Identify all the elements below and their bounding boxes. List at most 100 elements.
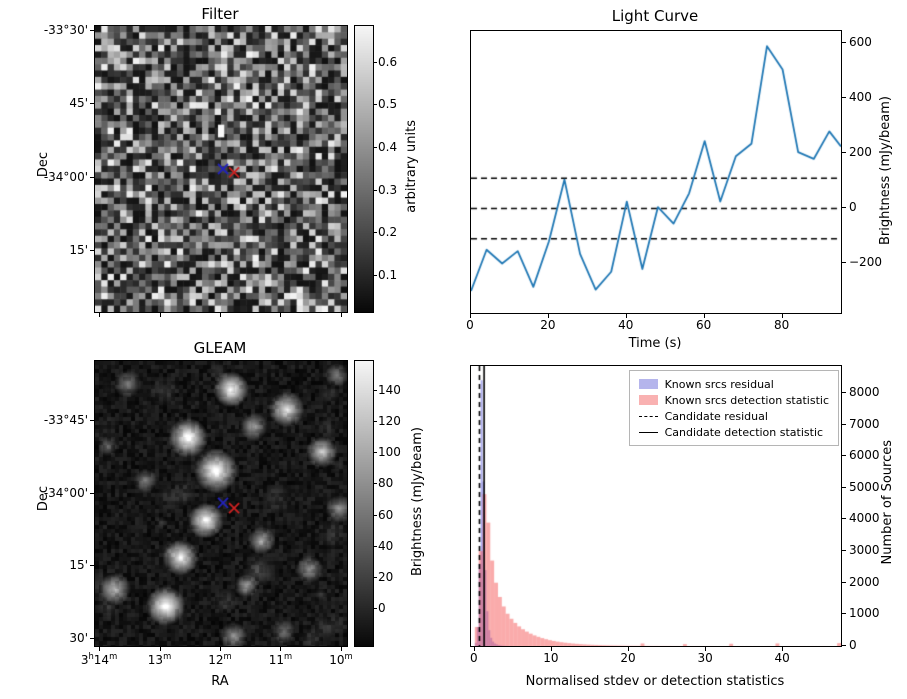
light-xtick-label: 0: [466, 318, 474, 332]
hist-xtick: [551, 647, 552, 651]
hist-xtick-label: 10: [543, 651, 559, 665]
light-xtick: [626, 314, 627, 318]
filter-colorbar: [354, 25, 374, 313]
light-xtick-label: 80: [773, 318, 790, 332]
filter-cbar-tick-label: 0.2: [378, 225, 398, 240]
hist-ytick: [842, 645, 846, 646]
light-xtick: [704, 314, 705, 318]
gleam-xtick: [160, 647, 161, 651]
hist-ytick-label: 1000: [849, 606, 880, 621]
gleam-ytick-label: -33°45': [43, 412, 88, 427]
gleam-xlabel: RA: [211, 674, 229, 689]
gleam-xtick-label: 3h14m: [80, 651, 118, 667]
gleam-title: GLEAM: [193, 339, 247, 357]
legend-swatch-candidate-detection: [638, 431, 658, 433]
filter-cbar-tick: [373, 62, 377, 63]
gleam-cbar-tick-label: 60: [378, 507, 394, 522]
filter-image: [94, 25, 348, 313]
light-xtick: [470, 314, 471, 318]
hist-ytick: [842, 487, 846, 488]
hist-ytick-label: 0: [849, 638, 857, 652]
hist-ytick: [842, 392, 846, 393]
light-xtick: [782, 314, 783, 318]
gleam-xtick-label: 10m: [329, 651, 353, 667]
gleam-ytick-label: 30': [69, 630, 88, 645]
light-ytick-label: 400: [849, 90, 872, 105]
gleam-colorbar: [354, 360, 374, 647]
filter-xtick: [220, 313, 221, 317]
filter-ytick-label: -33°30': [43, 22, 88, 37]
light-xtick-label: 60: [696, 318, 712, 332]
hist-ytick-label: 8000: [849, 384, 880, 399]
hist-ytick-label: 6000: [849, 448, 880, 463]
light-xtick: [548, 314, 549, 318]
hist-xtick-label: 0: [470, 651, 478, 665]
light-ytick: [842, 152, 846, 153]
filter-cbar-tick: [373, 104, 377, 105]
hist-xtick: [628, 647, 629, 651]
hist-xtick-label: 40: [774, 651, 790, 665]
gleam-xtick: [220, 647, 221, 651]
filter-title: Filter: [201, 5, 239, 23]
histogram-legend: Known srcs residual Known srcs detection…: [628, 370, 839, 446]
filter-ytick: [90, 250, 94, 251]
gleam-cbar-tick-label: 0: [378, 600, 386, 615]
filter-cbar-tick-label: 0.3: [378, 183, 398, 198]
hist-ytick: [842, 455, 846, 456]
filter-xtick: [160, 313, 161, 317]
gleam-cbar-tick-label: 140: [378, 382, 401, 397]
filter-ytick-label: 45': [69, 96, 88, 111]
legend-item: Known srcs detection statistic: [638, 392, 829, 408]
gleam-ytick-label: 15': [69, 557, 88, 572]
hist-ytick-label: 7000: [849, 416, 880, 431]
filter-cbar-tick: [373, 190, 377, 191]
hist-xtick: [705, 647, 706, 651]
gleam-colorbar-label: Brightness (mJy/beam): [410, 427, 425, 576]
gleam-xtick: [99, 647, 100, 651]
hist-ytick: [842, 424, 846, 425]
legend-swatch-candidate-residual: [638, 415, 658, 417]
filter-cbar-tick-label: 0.5: [378, 96, 398, 111]
light-ytick: [842, 97, 846, 98]
gleam-xtick-label: 12m: [208, 651, 232, 667]
light-ytick: [842, 42, 846, 43]
hist-ytick: [842, 582, 846, 583]
filter-cbar-tick: [373, 232, 377, 233]
filter-ytick: [90, 30, 94, 31]
hist-ytick-label: 4000: [849, 511, 880, 526]
histogram-xlabel: Normalised stdev or detection statistics: [525, 674, 785, 689]
filter-ytick: [90, 103, 94, 104]
light-ytick-label: 600: [849, 35, 872, 50]
hist-xtick-label: 30: [697, 651, 713, 665]
filter-ytick-label: 15': [69, 243, 88, 258]
hist-ytick-label: 3000: [849, 543, 880, 558]
gleam-cbar-tick: [373, 483, 377, 484]
legend-item: Candidate detection statistic: [638, 424, 829, 440]
legend-label-candidate-detection: Candidate detection statistic: [664, 425, 824, 439]
gleam-xtick: [341, 647, 342, 651]
gleam-ytick: [90, 565, 94, 566]
gleam-cbar-tick-label: 20: [378, 569, 394, 584]
filter-xtick: [99, 313, 100, 317]
filter-ytick: [90, 177, 94, 178]
hist-xtick-label: 20: [620, 651, 636, 665]
filter-ytick-label: -34°00': [43, 169, 88, 184]
light-ytick: [842, 262, 846, 263]
legend-label-known-detection: Known srcs detection statistic: [664, 393, 829, 407]
gleam-cbar-tick-label: 40: [378, 538, 394, 553]
filter-cbar-tick-label: 0.6: [378, 54, 398, 69]
light-xtick-label: 40: [618, 318, 634, 332]
filter-cbar-tick-label: 0.4: [378, 140, 398, 155]
gleam-xtick-label: 13m: [147, 651, 172, 667]
gleam-ytick: [90, 638, 94, 639]
hist-ytick: [842, 550, 846, 551]
hist-ytick-label: 2000: [849, 574, 880, 589]
light-ytick-label: −200: [849, 255, 882, 270]
legend-item: Known srcs residual: [638, 376, 829, 392]
hist-ytick: [842, 518, 846, 519]
gleam-cbar-tick: [373, 515, 377, 516]
hist-ytick-label: 5000: [849, 479, 880, 494]
legend-item: Candidate residual: [638, 408, 829, 424]
light-xtick-label: 20: [540, 318, 556, 332]
